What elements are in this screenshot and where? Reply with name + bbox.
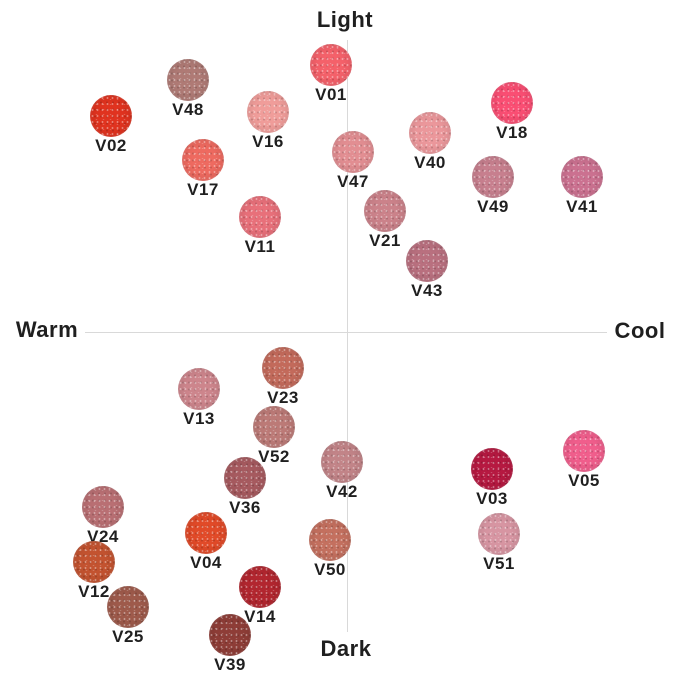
axis-label-dark: Dark	[320, 636, 372, 661]
shade-swatch	[107, 586, 149, 628]
shade-swatch	[182, 139, 224, 181]
axis-label-light: Light	[316, 7, 374, 32]
axis-label-cool: Cool	[614, 318, 666, 343]
shade-swatch	[409, 112, 451, 154]
shade-swatch	[90, 95, 132, 137]
shade-label: V41	[566, 197, 598, 216]
shade-label: V40	[414, 153, 446, 172]
shade-swatch	[185, 512, 227, 554]
shade-label: V47	[337, 172, 369, 191]
warm-cool-axis-line	[85, 332, 607, 333]
shade-swatch	[239, 196, 281, 238]
shade-swatch	[167, 59, 209, 101]
shade-label: V25	[112, 627, 144, 646]
shade-label: V11	[244, 237, 276, 256]
shade-swatch	[472, 156, 514, 198]
shade-label: V23	[267, 388, 299, 407]
shade-label: V49	[477, 197, 509, 216]
shade-label: V50	[314, 560, 346, 579]
shade-swatch	[178, 368, 220, 410]
shade-label: V03	[476, 489, 508, 508]
shade-label: V14	[244, 607, 276, 626]
shade-swatch	[310, 44, 352, 86]
shade-swatch	[82, 486, 124, 528]
shade-swatch	[73, 541, 115, 583]
shade-swatch	[262, 347, 304, 389]
shade-swatch	[491, 82, 533, 124]
shade-swatch	[561, 156, 603, 198]
light-dark-axis-line	[347, 40, 348, 632]
shade-swatch	[406, 240, 448, 282]
shade-swatch	[253, 406, 295, 448]
shade-swatch	[321, 441, 363, 483]
shade-swatch	[247, 91, 289, 133]
shade-label: V05	[568, 471, 600, 490]
shade-label: V17	[187, 180, 219, 199]
shade-swatch	[224, 457, 266, 499]
shade-label: V42	[326, 482, 358, 501]
shade-swatch	[471, 448, 513, 490]
shade-swatch	[364, 190, 406, 232]
shade-swatch	[563, 430, 605, 472]
shade-label: V04	[190, 553, 222, 572]
shade-label: V21	[369, 231, 401, 250]
shade-label: V12	[78, 582, 110, 601]
shade-swatch	[239, 566, 281, 608]
shade-swatch	[209, 614, 251, 656]
shade-swatch	[309, 519, 351, 561]
shade-swatch	[332, 131, 374, 173]
shade-label: V43	[411, 281, 443, 300]
shade-label: V01	[315, 85, 347, 104]
shade-label: V13	[183, 409, 215, 428]
shade-label: V48	[172, 100, 204, 119]
shade-label: V36	[229, 498, 261, 517]
shade-label: V39	[214, 655, 246, 674]
axis-label-warm: Warm	[15, 317, 79, 342]
shade-label: V52	[258, 447, 290, 466]
shade-label: V16	[252, 132, 284, 151]
shade-swatch	[478, 513, 520, 555]
shade-label: V51	[483, 554, 515, 573]
shade-label: V02	[95, 136, 127, 155]
shade-label: V18	[496, 123, 528, 142]
